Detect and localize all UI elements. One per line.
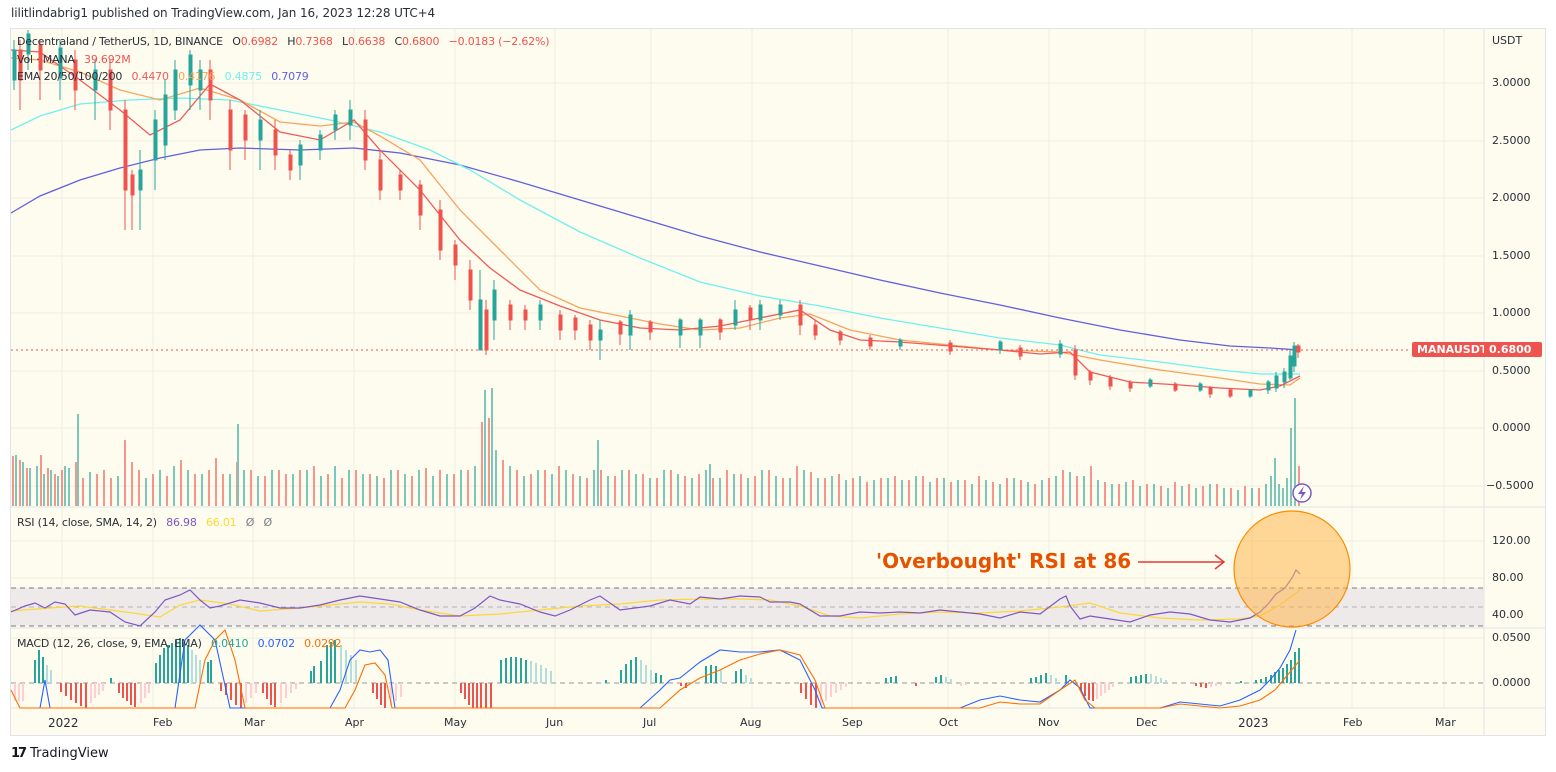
volume-label: Vol · MANA bbox=[17, 53, 75, 66]
price-tick: −0.5000 bbox=[1486, 479, 1534, 492]
ema20-value: 0.4470 bbox=[131, 70, 169, 83]
last-price-tag: 0.6800 bbox=[1484, 342, 1542, 357]
volume-value: 39.692M bbox=[84, 53, 131, 66]
ema50-line bbox=[10, 57, 1301, 386]
ema200-line bbox=[10, 147, 1301, 351]
ema-label: EMA 20/50/100/200 bbox=[17, 70, 123, 83]
rsi-sma-value: 66.01 bbox=[205, 516, 237, 529]
macd-label: MACD (12, 26, close, 9, EMA, EMA) bbox=[17, 637, 202, 650]
time-tick: Mar bbox=[1435, 716, 1456, 729]
time-tick: Jun bbox=[546, 716, 564, 729]
time-tick: Sep bbox=[842, 716, 863, 729]
close-value: 0.6800 bbox=[401, 35, 440, 48]
signal-line bbox=[10, 628, 1301, 709]
ema-legend[interactable]: EMA 20/50/100/200 0.4470 0.4176 0.4875 0… bbox=[17, 70, 315, 83]
time-tick: Aug bbox=[740, 716, 762, 729]
rsi-value: 86.98 bbox=[166, 516, 197, 529]
low-value: 0.6638 bbox=[347, 35, 386, 48]
chart-canvas[interactable] bbox=[0, 0, 1556, 740]
change-value: −0.0183 (−2.62%) bbox=[448, 35, 550, 48]
price-tick: 1.0000 bbox=[1492, 306, 1531, 319]
footer-brand[interactable]: 17 TradingView bbox=[11, 746, 109, 761]
overbought-highlight bbox=[1233, 510, 1351, 628]
overbought-annotation: 'Overbought' RSI at 86 bbox=[876, 549, 1132, 573]
time-tick: 2023 bbox=[1238, 716, 1269, 730]
symbol-price-tag: MANAUSDT bbox=[1412, 342, 1493, 357]
time-tick: Mar bbox=[244, 716, 265, 729]
time-tick: Jul bbox=[643, 716, 657, 729]
time-tick: Feb bbox=[153, 716, 173, 729]
symbol-name: Decentraland / TetherUS, 1D, BINANCE bbox=[17, 35, 223, 48]
rsi-sma-line bbox=[10, 589, 1301, 621]
rsi-tick: 80.00 bbox=[1492, 571, 1524, 584]
rsi-label: RSI (14, close, SMA, 14, 2) bbox=[17, 516, 157, 529]
ema50-value: 0.4176 bbox=[178, 70, 216, 83]
brand-name: TradingView bbox=[30, 746, 109, 761]
time-tick: Nov bbox=[1038, 716, 1060, 729]
lightning-icon[interactable] bbox=[1292, 483, 1312, 503]
time-tick: 2022 bbox=[48, 716, 79, 730]
time-tick: Feb bbox=[1343, 716, 1363, 729]
macd-tick: 0.0500 bbox=[1492, 631, 1531, 644]
ema20-line bbox=[10, 49, 1301, 391]
time-tick: May bbox=[444, 716, 467, 729]
price-tick: 2.0000 bbox=[1492, 191, 1531, 204]
macd-histogram-value: 0.0410 bbox=[210, 637, 249, 650]
currency-label: USDT bbox=[1492, 34, 1523, 47]
open-value: 0.6982 bbox=[240, 35, 278, 48]
signal-value: 0.0292 bbox=[304, 637, 342, 650]
price-tick: 2.5000 bbox=[1492, 134, 1531, 147]
rsi-tick: 120.00 bbox=[1492, 534, 1531, 547]
price-tick: 0.0000 bbox=[1492, 421, 1531, 434]
candles bbox=[12, 30, 1301, 398]
tradingview-logo-icon: 17 bbox=[11, 746, 27, 761]
price-tick: 1.5000 bbox=[1492, 249, 1531, 262]
symbol-legend[interactable]: Decentraland / TetherUS, 1D, BINANCE O0.… bbox=[17, 35, 550, 48]
rsi-line bbox=[10, 568, 1301, 627]
price-tick: 0.5000 bbox=[1492, 364, 1531, 377]
ema100-value: 0.4875 bbox=[224, 70, 262, 83]
high-value: 0.7368 bbox=[295, 35, 333, 48]
time-tick: Apr bbox=[345, 716, 365, 729]
rsi-tick: 40.00 bbox=[1492, 608, 1524, 621]
volume-legend[interactable]: Vol · MANA 39.692M bbox=[17, 53, 137, 66]
macd-value: 0.0702 bbox=[257, 637, 295, 650]
ema100-line bbox=[10, 97, 1300, 375]
price-tick: 3.0000 bbox=[1492, 76, 1531, 89]
macd-legend[interactable]: MACD (12, 26, close, 9, EMA, EMA) 0.0410… bbox=[17, 637, 347, 650]
rsi-legend[interactable]: RSI (14, close, SMA, 14, 2) 86.98 66.01 … bbox=[17, 516, 272, 529]
macd-tick: 0.0000 bbox=[1492, 676, 1531, 689]
ema200-value: 0.7079 bbox=[271, 70, 309, 83]
time-tick: Dec bbox=[1136, 716, 1158, 729]
macd-histogram bbox=[14, 638, 1300, 708]
time-tick: Oct bbox=[939, 716, 959, 729]
publisher-line: lilitlindabrig1 published on TradingView… bbox=[11, 6, 436, 20]
volume-bars bbox=[12, 388, 1300, 506]
